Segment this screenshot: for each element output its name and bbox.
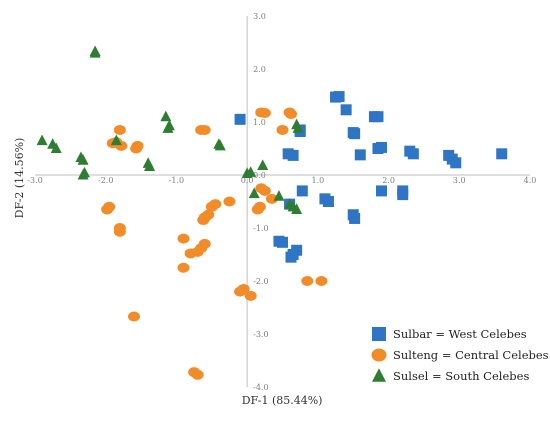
triangle-point — [284, 198, 296, 209]
series-circle — [101, 107, 328, 380]
circle-point — [234, 286, 247, 297]
legend-item: Sulbar = West Celebes — [372, 327, 527, 341]
x-tick-label: 1.0 — [311, 176, 324, 185]
triangle-point — [160, 110, 172, 122]
circle-point — [301, 276, 314, 286]
circle-point — [113, 124, 126, 135]
x-axis-label: DF-1 (85.44%) — [242, 394, 323, 407]
circle-point — [113, 226, 126, 237]
circle-point — [197, 215, 210, 226]
triangle-point — [89, 45, 101, 57]
x-tick-label: 3.0 — [453, 176, 466, 185]
axes — [35, 16, 530, 387]
square-point — [277, 236, 288, 248]
triangle-point — [77, 154, 89, 165]
circle-point — [315, 276, 328, 286]
triangle-point — [257, 159, 269, 170]
circle-point — [258, 107, 271, 118]
circle-point — [265, 193, 278, 204]
y-tick-labels: 3.0 2.0 1.0 0.0 -1.0 -2.0 -3.0 -4.0 — [253, 12, 268, 392]
triangle-point — [110, 134, 122, 146]
circle-point — [177, 233, 190, 244]
circle-point — [205, 201, 218, 212]
y-tick-label: -2.0 — [253, 277, 268, 286]
square-point — [397, 189, 409, 201]
square-point — [333, 91, 345, 103]
legend-label: Sulbar = West Celebes — [393, 327, 527, 341]
legend-item: Sulsel = South Celebes — [372, 368, 529, 383]
square-point — [285, 251, 297, 263]
square-point — [407, 148, 419, 160]
triangle-point — [214, 139, 226, 151]
y-tick-label: -3.0 — [253, 330, 268, 339]
x-tick-label: 0.0 — [241, 176, 254, 185]
triangle-point — [144, 160, 156, 172]
x-tick-label: -2.0 — [98, 176, 113, 185]
x-tick-label: 2.0 — [382, 176, 395, 185]
y-tick-label: 3.0 — [253, 12, 266, 21]
square-point — [234, 113, 246, 125]
square-point — [349, 128, 361, 140]
circle-point — [276, 124, 289, 135]
triangle-point — [36, 134, 48, 146]
triangle-point — [50, 142, 62, 154]
square-point — [322, 196, 334, 207]
y-tick-label: -1.0 — [253, 224, 268, 233]
circle-point — [223, 196, 236, 207]
y-tick-label: 2.0 — [253, 65, 266, 74]
y-tick-label: 0.0 — [253, 171, 266, 180]
legend-item: Sulteng = Central Celebes — [371, 348, 549, 362]
circle-point — [191, 369, 204, 380]
square-point — [376, 185, 387, 197]
legend-triangle-swatch — [372, 368, 386, 382]
circle-point — [177, 262, 190, 273]
square-point — [340, 104, 352, 116]
legend-label: Sulsel = South Celebes — [393, 369, 529, 383]
square-point — [372, 143, 384, 154]
circle-point — [128, 311, 140, 322]
square-point — [287, 149, 299, 161]
y-axis-label: DF-2 (14.56%) — [13, 138, 26, 219]
triangle-point — [245, 166, 257, 177]
circle-point — [195, 124, 208, 135]
triangle-point — [248, 187, 260, 199]
series-square — [234, 91, 508, 263]
circle-point — [284, 109, 297, 120]
square-point — [496, 148, 508, 160]
square-point — [349, 212, 361, 224]
legend-circle-swatch — [371, 348, 387, 362]
circle-point — [244, 290, 257, 301]
x-tick-label: -3.0 — [27, 176, 42, 185]
data-points — [36, 45, 508, 380]
circle-point — [101, 204, 114, 215]
x-tick-label: -1.0 — [169, 176, 184, 185]
square-point — [354, 149, 366, 161]
square-point — [372, 111, 384, 123]
square-point — [296, 185, 308, 197]
circle-point — [184, 248, 197, 259]
circle-point — [130, 143, 143, 154]
legend-label: Sulteng = Central Celebes — [393, 348, 549, 362]
square-point — [450, 157, 462, 169]
triangle-point — [291, 203, 303, 214]
x-tick-label: 4.0 — [524, 176, 537, 185]
circle-point — [258, 185, 271, 196]
legend-square-swatch — [372, 327, 386, 341]
y-tick-label: -4.0 — [253, 383, 268, 392]
triangle-point — [77, 168, 89, 180]
triangle-point — [292, 122, 304, 133]
series-triangle — [36, 45, 304, 214]
triangle-point — [162, 122, 174, 133]
triangle-point — [273, 190, 285, 201]
legend: Sulbar = West Celebes Sulteng = Central C… — [371, 327, 549, 383]
circle-point — [251, 204, 264, 215]
y-tick-label: 1.0 — [253, 118, 266, 127]
x-tick-labels: -3.0 -2.0 -1.0 0.0 1.0 2.0 3.0 4.0 — [27, 176, 536, 185]
